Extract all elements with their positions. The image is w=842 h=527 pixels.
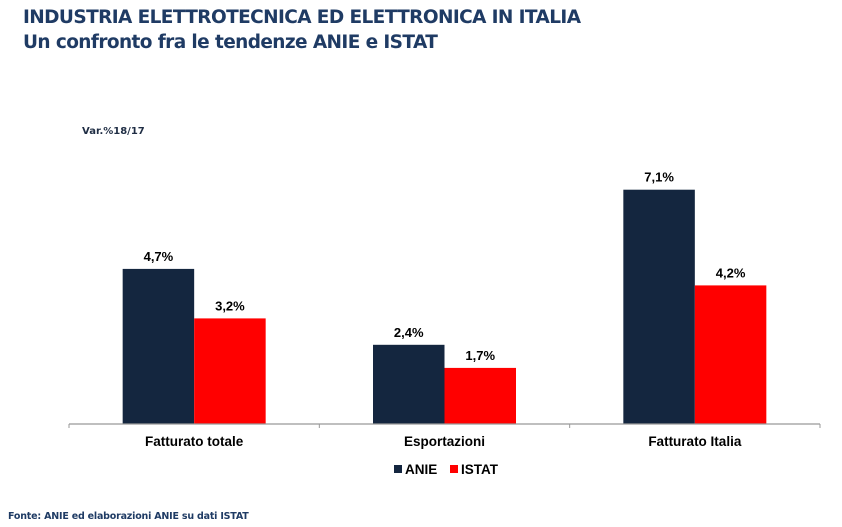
data-label: 2,4% — [394, 325, 424, 340]
bar-istat — [694, 285, 767, 424]
data-label: 4,7% — [144, 249, 174, 264]
bar-istat — [194, 318, 266, 424]
legend-label: ISTAT — [461, 462, 499, 477]
data-label: 1,7% — [465, 348, 495, 363]
legend-swatch-istat — [450, 465, 458, 473]
bar-istat — [444, 367, 516, 424]
data-label: 3,2% — [215, 298, 245, 313]
data-label: 4,2% — [716, 265, 746, 280]
data-label: 7,1% — [644, 170, 674, 185]
bar-anie — [623, 189, 695, 424]
category-label: Fatturato totale — [145, 434, 244, 449]
bar-anie — [122, 268, 195, 424]
legend-swatch-anie — [394, 465, 402, 473]
unit-label: Var.%18/17 — [82, 126, 145, 137]
source-note: Fonte: ANIE ed elaborazioni ANIE su dati… — [8, 511, 249, 522]
category-label: Fatturato Italia — [648, 434, 742, 449]
category-label: Esportazioni — [404, 434, 485, 449]
chart-subtitle: Un confronto fra le tendenze ANIE e ISTA… — [23, 32, 438, 53]
chart-title: INDUSTRIA ELETTROTECNICA ED ELETTRONICA … — [23, 7, 581, 28]
legend-label: ANIE — [405, 462, 437, 477]
bar-anie — [373, 344, 445, 424]
